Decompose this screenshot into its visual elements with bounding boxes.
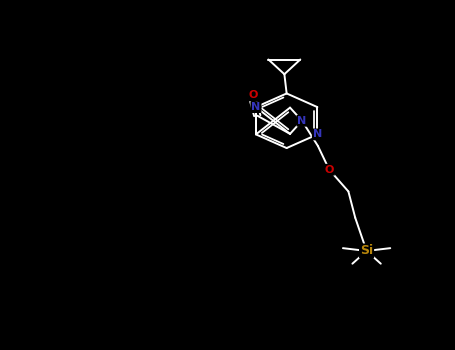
Text: N: N <box>298 116 307 126</box>
Text: O: O <box>248 90 258 100</box>
Text: N: N <box>313 130 322 139</box>
Text: N: N <box>251 102 261 112</box>
Text: O: O <box>324 165 334 175</box>
Text: Si: Si <box>360 244 373 258</box>
